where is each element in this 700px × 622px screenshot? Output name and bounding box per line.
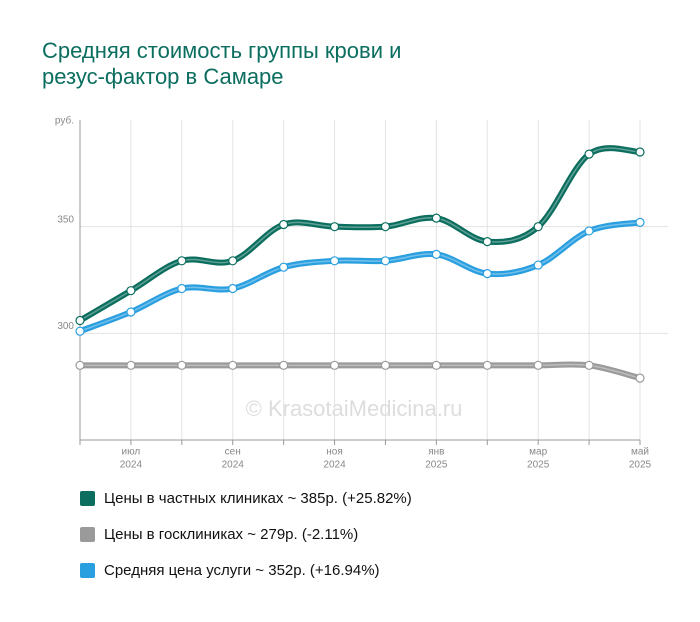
point — [533, 222, 543, 232]
point — [482, 360, 492, 370]
point — [228, 256, 238, 266]
point — [279, 262, 289, 272]
legend-label: Цены в частных клиниках ~ 385р. (+25.82%… — [104, 490, 412, 507]
point — [279, 360, 289, 370]
point — [75, 360, 85, 370]
point — [635, 373, 645, 383]
point — [228, 360, 238, 370]
legend-swatch — [80, 563, 95, 578]
point — [329, 360, 340, 370]
legend-swatch — [80, 491, 95, 506]
point — [380, 256, 391, 266]
x-tick-year: 2024 — [222, 460, 245, 471]
x-tick-year: 2024 — [323, 460, 346, 471]
point — [533, 360, 543, 370]
point — [177, 360, 187, 370]
point — [380, 222, 391, 232]
point — [126, 360, 136, 370]
point — [177, 256, 187, 266]
x-tick-label: июл — [122, 447, 141, 458]
x-tick-year: 2025 — [527, 460, 550, 471]
chart-title: Средняя стоимость группы крови и — [42, 38, 401, 63]
y-tick-label: 350 — [57, 214, 74, 225]
point — [126, 307, 136, 317]
x-tick-label: сен — [225, 447, 241, 458]
point — [329, 222, 340, 232]
point — [75, 326, 85, 336]
chart-title: резус-фактор в Самаре — [42, 64, 284, 89]
series-line — [78, 219, 641, 335]
point — [228, 283, 238, 294]
legend-swatch — [80, 527, 95, 542]
point — [431, 213, 441, 223]
series-line — [80, 361, 641, 382]
point — [533, 260, 543, 270]
point — [584, 149, 594, 159]
x-tick-label: мар — [529, 447, 547, 458]
point — [482, 269, 492, 279]
point — [584, 226, 594, 236]
point — [482, 237, 492, 247]
point — [126, 286, 136, 296]
point — [75, 315, 85, 326]
point — [431, 249, 441, 259]
point — [584, 360, 594, 370]
point — [177, 283, 187, 294]
point — [380, 360, 391, 370]
watermark: © KrasotaiMedicina.ru — [246, 396, 463, 421]
legend-label: Средняя цена услуги ~ 352р. (+16.94%) — [104, 562, 380, 579]
point — [635, 217, 645, 227]
point — [329, 256, 340, 266]
point — [279, 219, 289, 230]
x-tick-year: 2025 — [629, 460, 652, 471]
series-line-highlight — [79, 221, 641, 332]
point — [635, 147, 645, 157]
point — [431, 360, 441, 370]
y-tick-label: 300 — [57, 321, 74, 332]
x-tick-label: янв — [428, 447, 444, 458]
x-tick-label: май — [631, 447, 649, 458]
x-tick-label: ноя — [326, 447, 343, 458]
x-tick-year: 2024 — [120, 460, 143, 471]
x-tick-year: 2025 — [425, 460, 448, 471]
legend-label: Цены в госклиниках ~ 279р. (-2.11%) — [104, 526, 358, 543]
y-unit: руб. — [55, 115, 74, 127]
